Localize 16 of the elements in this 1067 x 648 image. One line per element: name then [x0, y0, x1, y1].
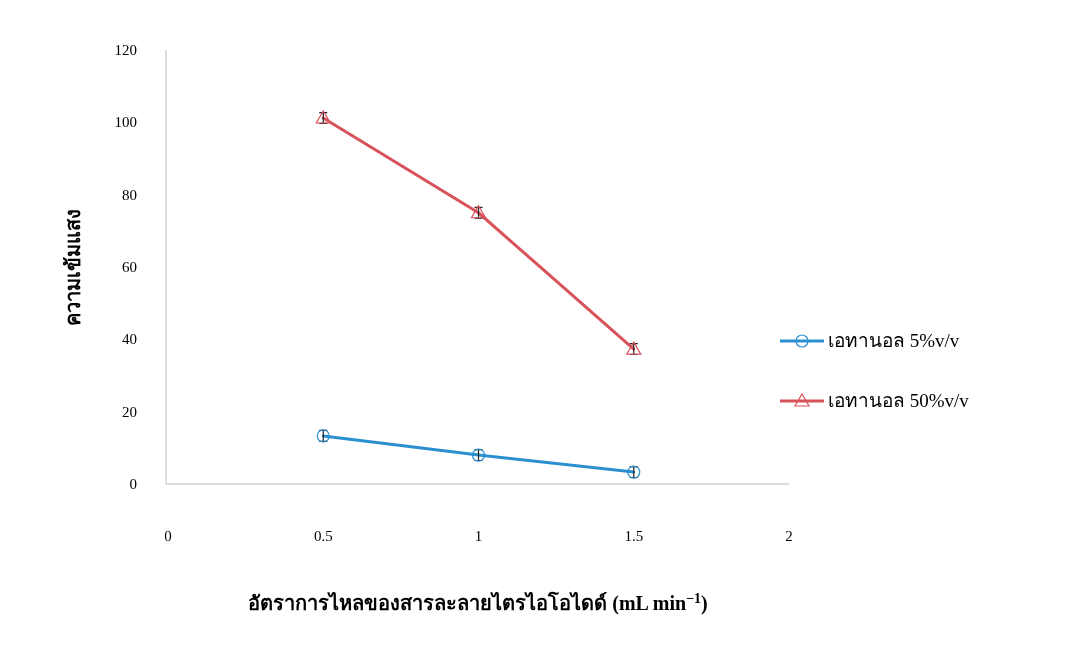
x-tick-label: 1 [474, 528, 483, 544]
x-axis-title: อัตราการไหลของสารละลายไตรไอโอไดด์ (mL min$^{−1}$) [248, 590, 708, 615]
y-tick-label: 0 [129, 476, 137, 492]
x-tick-label: 0 [164, 528, 172, 544]
y-tick-label: 80 [122, 186, 137, 203]
legend-label: เอทานอล 5%v/v [828, 330, 960, 351]
y-tick-label: 120 [114, 42, 137, 58]
y-tick-label: 60 [122, 259, 137, 275]
y-tick-label: 100 [114, 114, 137, 131]
x-tick-label: 1.5 [624, 528, 644, 544]
x-tick-label: 0.5 [313, 528, 333, 544]
x-tick-label: 2 [785, 528, 793, 544]
y-axis-title: ความเข้มแสง [62, 208, 84, 326]
y-tick-label: 40 [122, 331, 137, 348]
legend-label: เอทานอล 50%v/v [828, 390, 970, 411]
y-tick-label: 20 [122, 403, 137, 420]
